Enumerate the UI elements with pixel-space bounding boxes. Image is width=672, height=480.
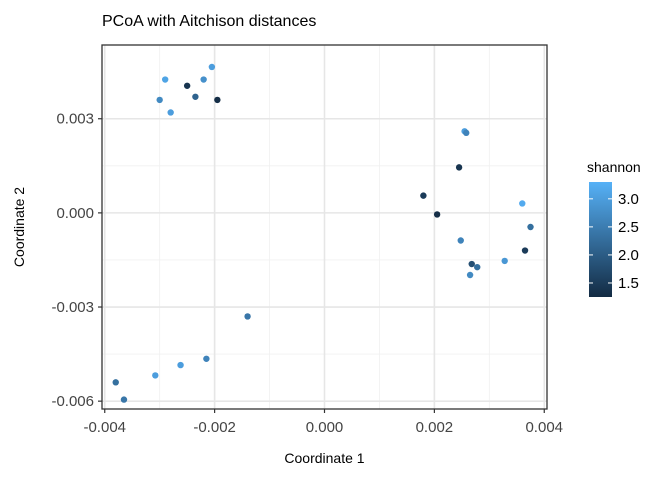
y-axis: -0.006 -0.003 0.000 0.003 bbox=[51, 111, 102, 410]
data-point bbox=[120, 396, 128, 403]
data-point bbox=[161, 76, 169, 83]
data-point bbox=[156, 96, 163, 104]
data-point bbox=[203, 355, 210, 362]
data-point bbox=[501, 257, 508, 265]
legend-ticks: 1.5 2.0 2.5 3.0 bbox=[589, 191, 639, 292]
x-axis: -0.004 -0.002 0.000 0.002 0.004 bbox=[83, 409, 563, 436]
x-tick-label: 0.002 bbox=[416, 419, 454, 436]
data-point bbox=[474, 263, 481, 271]
chart-title: PCoA with Aitchison distances bbox=[102, 13, 316, 30]
y-tick-label: 0.003 bbox=[56, 111, 94, 128]
x-tick-label: -0.002 bbox=[193, 419, 236, 436]
legend-tick-label: 2.5 bbox=[618, 219, 639, 236]
legend-tick-label: 3.0 bbox=[618, 191, 639, 208]
data-point bbox=[214, 96, 221, 104]
data-point bbox=[519, 200, 526, 207]
data-points bbox=[112, 63, 534, 403]
data-point bbox=[466, 271, 474, 279]
legend-tick-label: 2.0 bbox=[618, 247, 639, 264]
color-legend: shannon 1.5 2.0 2.5 3.0 bbox=[587, 159, 641, 297]
data-point bbox=[208, 63, 216, 71]
data-point bbox=[521, 247, 529, 254]
legend-title: shannon bbox=[587, 159, 641, 175]
y-tick-label: -0.003 bbox=[51, 299, 94, 316]
data-point bbox=[420, 192, 427, 199]
data-point bbox=[468, 260, 475, 268]
legend-colorbar bbox=[589, 182, 612, 297]
data-point bbox=[112, 379, 119, 386]
y-tick-label: 0.000 bbox=[56, 205, 94, 222]
x-axis-title: Coordinate 1 bbox=[284, 450, 364, 466]
data-point bbox=[152, 372, 159, 379]
data-point bbox=[463, 129, 470, 137]
y-tick-label: -0.006 bbox=[51, 393, 94, 410]
x-tick-label: 0.000 bbox=[306, 419, 344, 436]
data-point bbox=[192, 93, 199, 100]
data-point bbox=[455, 164, 463, 171]
plot-area bbox=[101, 44, 548, 410]
data-point bbox=[527, 223, 534, 231]
data-point bbox=[183, 82, 191, 89]
y-axis-title: Coordinate 2 bbox=[11, 187, 27, 267]
data-point bbox=[167, 109, 174, 116]
major-gridlines bbox=[102, 45, 547, 409]
data-point bbox=[244, 313, 251, 320]
legend-tick-label: 1.5 bbox=[618, 275, 639, 292]
data-point bbox=[200, 76, 207, 83]
data-point bbox=[457, 237, 464, 244]
data-point bbox=[433, 211, 441, 218]
data-point bbox=[177, 361, 184, 369]
x-tick-label: -0.004 bbox=[83, 419, 126, 436]
x-tick-label: 0.004 bbox=[525, 419, 563, 436]
